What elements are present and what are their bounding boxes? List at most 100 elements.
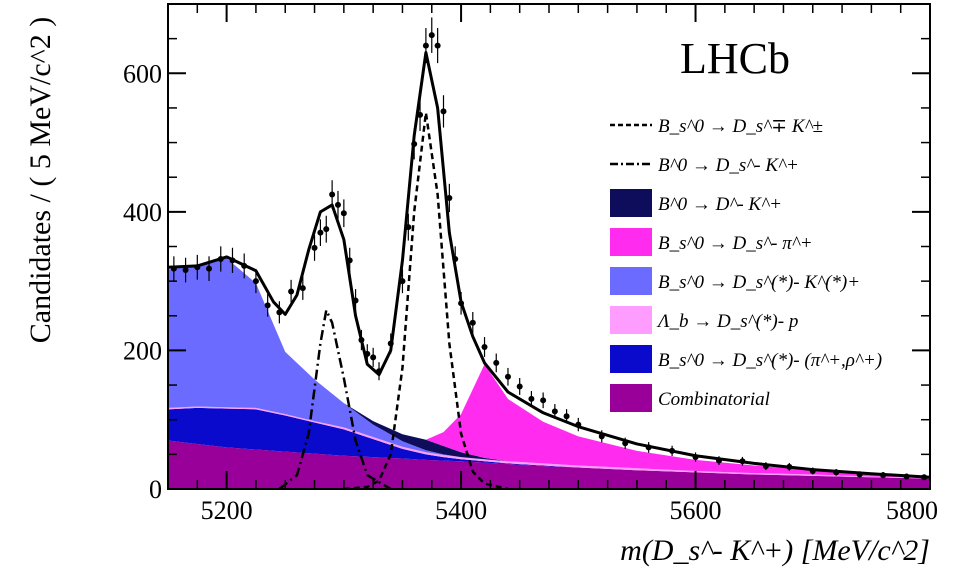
- legend-item-b-0-d-s-k: B^0 → D_s^- K^+: [610, 155, 799, 176]
- data-point: [352, 289, 359, 312]
- legend-item-b-s-0-d-s: B_s^0 → D_s^- π^+: [610, 228, 813, 256]
- x-axis-label: m(D_s^- K^+) [MeV/c^2]: [620, 534, 930, 567]
- legend-label: B_s^0 → D_s^∓ K^±: [658, 116, 823, 137]
- legend-swatch: [610, 189, 652, 217]
- data-point: [334, 190, 341, 219]
- data-point: [528, 391, 535, 407]
- data-point: [399, 269, 406, 294]
- legend-swatch: [610, 384, 652, 412]
- legend-item-b-s-0-d-s: B_s^0 → D_s^(*)- (π^+,ρ^+): [610, 345, 882, 373]
- data-point: [264, 294, 271, 317]
- data-point: [417, 98, 424, 131]
- area-b-s-0-d-s: [168, 407, 930, 479]
- area-b-d-s-p: [168, 406, 930, 479]
- data-point: [364, 344, 371, 364]
- legend: B_s^0 → D_s^∓ K^± B^0 → D_s^- K^+ B^0 → D^…: [610, 116, 882, 412]
- y-axis-label: Candidates / ( 5 MeV/c^2 ): [24, 17, 57, 344]
- data-point: [422, 28, 429, 64]
- data-point: [481, 337, 488, 357]
- data-point: [170, 256, 177, 282]
- data-point: [452, 246, 459, 272]
- data-point: [903, 473, 910, 480]
- y-tick-label: 0: [149, 475, 162, 504]
- x-tick-label: 5800: [886, 496, 938, 525]
- legend-swatch: [610, 306, 652, 334]
- y-tick-label: 400: [123, 198, 162, 227]
- data-point: [440, 95, 447, 128]
- data-point: [217, 246, 224, 272]
- data-point: [323, 215, 330, 243]
- data-point: [376, 362, 383, 381]
- data-point: [669, 445, 676, 457]
- data-point: [622, 437, 629, 449]
- x-tick-label: 5200: [201, 496, 253, 525]
- area-b-s-0-d-s: [168, 258, 930, 478]
- legend-swatch: [610, 345, 652, 373]
- legend-swatch: [610, 228, 652, 256]
- data-point: [206, 256, 213, 282]
- data-point: [446, 183, 453, 213]
- data-point: [551, 404, 558, 419]
- data-point: [598, 430, 605, 443]
- stacked-components: [168, 258, 930, 489]
- data-point: [786, 462, 793, 471]
- data-point: [340, 199, 347, 228]
- data-point: [493, 353, 500, 373]
- legend-item-combinatorial: Combinatorial: [610, 384, 770, 412]
- data-point: [458, 291, 465, 315]
- data-point: [809, 467, 816, 475]
- data-point: [370, 347, 377, 367]
- data-point: [540, 392, 547, 409]
- data-point: [229, 247, 236, 273]
- legend-item-b-0-d-k: B^0 → D^- K^+: [610, 189, 782, 217]
- data-point: [563, 409, 570, 424]
- data-point: [311, 234, 318, 261]
- data-point: [921, 474, 928, 481]
- axes: 0 200 400 600 5200 5400 5600 5800: [123, 4, 938, 525]
- legend-label: B^0 → D_s^- K^+: [658, 155, 799, 176]
- data-points: [170, 17, 928, 481]
- data-point: [833, 468, 840, 476]
- data-point: [856, 471, 863, 478]
- curve-bs-dsk: [343, 111, 509, 489]
- data-point: [276, 301, 283, 324]
- area-b-s-0-d-s-k: [168, 258, 930, 478]
- x-tick-label: 5400: [435, 496, 487, 525]
- legend-label: B_s^0 → D_s^- π^+: [658, 233, 813, 254]
- data-point: [411, 128, 418, 160]
- y-tick-label: 200: [123, 336, 162, 365]
- data-point: [299, 276, 306, 300]
- x-tick-label: 5600: [670, 496, 722, 525]
- legend-label: B^0 → D^- K^+: [658, 194, 782, 215]
- data-point: [516, 378, 523, 395]
- data-point: [715, 456, 722, 466]
- data-point: [692, 452, 699, 462]
- data-point: [329, 180, 336, 209]
- legend-item-b-s-0-d-s-k: B_s^0 → D_s^(*)- K^(*)+: [610, 267, 860, 295]
- legend-label: Combinatorial: [658, 389, 770, 410]
- data-point: [387, 333, 394, 354]
- lhcb-label: LHCb: [680, 34, 790, 83]
- data-point: [252, 269, 259, 294]
- legend-swatch: [610, 267, 652, 295]
- legend-label: B_s^0 → D_s^(*)- K^(*)+: [658, 272, 860, 293]
- data-point: [575, 417, 582, 432]
- data-point: [880, 472, 887, 479]
- data-point: [762, 462, 769, 471]
- data-point: [317, 219, 324, 246]
- data-point: [645, 442, 652, 453]
- data-point: [428, 17, 435, 53]
- data-point: [288, 279, 295, 304]
- data-point: [241, 253, 248, 279]
- legend-label: Λ_b → D_s^(*)- p: [656, 311, 798, 332]
- data-point: [346, 247, 353, 273]
- data-point: [358, 329, 365, 351]
- data-point: [434, 28, 441, 64]
- curve-b0-dsk: [278, 308, 392, 489]
- data-point: [469, 311, 476, 334]
- data-point: [504, 367, 511, 386]
- data-point: [405, 213, 412, 241]
- data-point: [194, 254, 201, 280]
- y-tick-label: 600: [123, 59, 162, 88]
